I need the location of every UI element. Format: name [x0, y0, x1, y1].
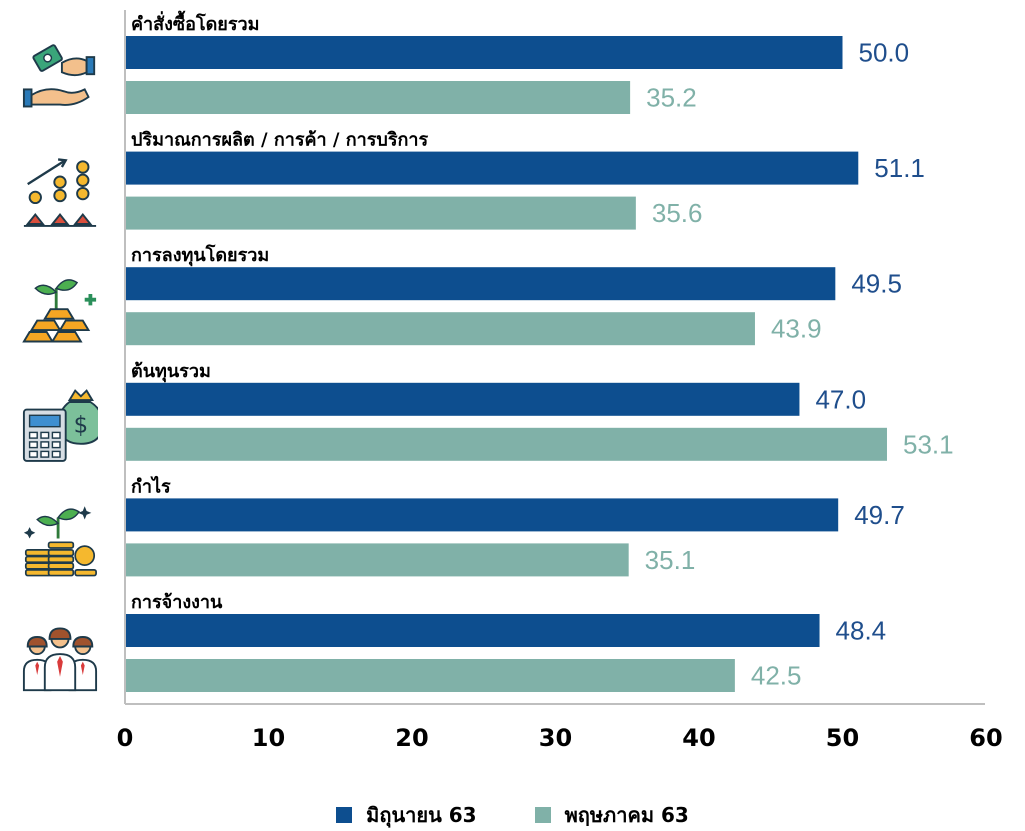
- employees-group-icon: [22, 627, 98, 692]
- data-label-series-2: 35.1: [645, 545, 696, 575]
- bar-series-1: [125, 498, 839, 532]
- category-label: คำสั่งซื้อโดยรวม: [131, 10, 260, 35]
- legend-swatch-series-2: [534, 807, 551, 823]
- legend-item-series-1: มิถุนายน 63: [336, 799, 477, 831]
- x-tick-label: 60: [969, 724, 1002, 752]
- data-label-series-2: 42.5: [751, 661, 802, 691]
- money-exchange-icon: [22, 43, 96, 108]
- data-label-series-1: 49.5: [851, 269, 902, 299]
- bar-series-2: [125, 312, 755, 346]
- data-label-series-2: 43.9: [771, 314, 822, 344]
- x-tick-label: 40: [682, 724, 715, 752]
- data-label-series-1: 50.0: [859, 38, 910, 68]
- bar-series-2: [125, 659, 735, 692]
- category-label: ต้นทุนรวม: [131, 361, 211, 383]
- bar-series-2: [125, 81, 631, 114]
- bar-series-1: [125, 614, 820, 647]
- calculator-money-bag-icon: [22, 389, 98, 462]
- bar-series-2: [125, 427, 887, 461]
- category-label: กำไร: [131, 475, 171, 497]
- bar-chart: $: [22, 10, 1003, 752]
- bar-series-1: [125, 267, 836, 301]
- bar-series-1: [125, 151, 859, 185]
- legend-label-series-2: พฤษภาคม 63: [564, 803, 689, 827]
- bar-series-2: [125, 543, 629, 577]
- legend-item-series-2: พฤษภาคม 63: [534, 799, 689, 831]
- legend-label-series-1: มิถุนายน 63: [366, 803, 477, 827]
- data-label-series-1: 47.0: [815, 384, 866, 414]
- category-label: การลงทุนโดยรวม: [131, 244, 269, 267]
- x-tick-label: 20: [395, 724, 428, 752]
- x-tick-label: 50: [826, 724, 859, 752]
- x-tick-label: 10: [252, 724, 285, 752]
- data-label-series-1: 51.1: [874, 153, 925, 183]
- bar-series-2: [125, 196, 636, 230]
- category-label: การจ้างงาน: [131, 592, 223, 613]
- legend-swatch-series-1: [336, 807, 353, 823]
- bar-series-1: [125, 36, 843, 69]
- data-label-series-2: 35.2: [646, 83, 697, 113]
- category-label: ปริมาณการผลิต / การค้า / การบริการ: [131, 130, 429, 151]
- bar-series-1: [125, 382, 800, 416]
- data-label-series-2: 35.6: [652, 198, 703, 228]
- investment-plant-icon: [22, 277, 98, 344]
- data-label-series-1: 49.7: [854, 500, 905, 530]
- x-tick-label: 0: [117, 724, 134, 752]
- x-tick-label: 30: [539, 724, 572, 752]
- profit-plant-coins-icon: [22, 504, 98, 577]
- data-label-series-1: 48.4: [836, 616, 887, 646]
- legend: มิถุนายน 63 พฤษภาคม 63: [0, 800, 1025, 830]
- coins-growth-icon: [22, 158, 98, 228]
- data-label-series-2: 53.1: [903, 429, 954, 459]
